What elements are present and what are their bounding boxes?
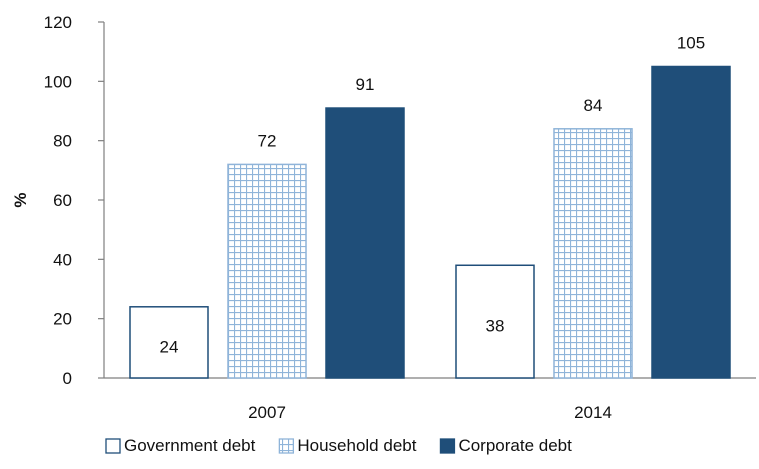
y-tick-label: 0 bbox=[63, 369, 72, 388]
data-label: 38 bbox=[486, 317, 505, 336]
data-label: 105 bbox=[677, 34, 705, 53]
data-label: 24 bbox=[160, 337, 179, 356]
y-tick-label: 100 bbox=[44, 72, 72, 91]
y-tick-label: 80 bbox=[53, 132, 72, 151]
y-tick-label: 40 bbox=[53, 250, 72, 269]
legend-label-government-debt: Government debt bbox=[124, 436, 256, 455]
bar-corporate-debt-2014 bbox=[651, 65, 731, 379]
data-label: 84 bbox=[584, 96, 603, 115]
y-tick-label: 20 bbox=[53, 310, 72, 329]
data-label: 91 bbox=[356, 75, 375, 94]
legend-label-household-debt: Household debt bbox=[297, 436, 416, 455]
bar-corporate-debt-2007 bbox=[325, 107, 405, 379]
bar-government-debt-2007 bbox=[129, 306, 209, 379]
y-axis-label: % bbox=[11, 192, 30, 207]
x-tick-label: 2014 bbox=[574, 403, 612, 422]
data-label: 72 bbox=[258, 131, 277, 150]
legend-swatch-corporate-debt bbox=[439, 438, 456, 454]
y-tick-label: 60 bbox=[53, 191, 72, 210]
legend-swatch-household-debt bbox=[278, 438, 295, 454]
bar-household-debt-2007 bbox=[227, 163, 307, 379]
bar-government-debt-2014 bbox=[455, 264, 535, 379]
y-tick-label: 120 bbox=[44, 13, 72, 32]
legend-swatch-government-debt bbox=[105, 438, 121, 454]
bar-household-debt-2014 bbox=[553, 128, 633, 379]
legend-label-corporate-debt: Corporate debt bbox=[458, 436, 572, 455]
x-tick-label: 2007 bbox=[248, 403, 286, 422]
